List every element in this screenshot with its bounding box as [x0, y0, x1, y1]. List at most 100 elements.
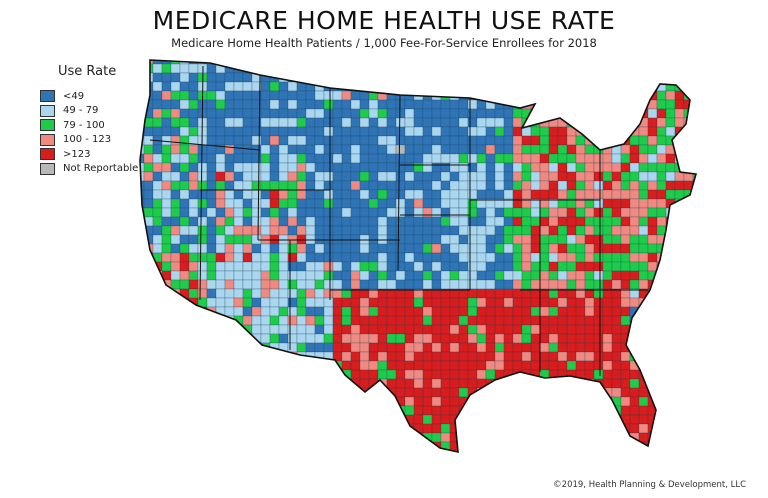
- county-cell: [287, 414, 298, 425]
- county-cell: [512, 315, 523, 326]
- county-cell: [458, 162, 469, 173]
- county-cell: [188, 351, 199, 362]
- county-cell: [647, 108, 658, 119]
- county-cell: [485, 324, 496, 335]
- county-cell: [647, 234, 658, 245]
- county-cell: [449, 306, 460, 317]
- county-cell: [206, 387, 217, 398]
- county-cell: [233, 360, 244, 371]
- county-cell: [629, 324, 640, 335]
- county-cell: [197, 207, 208, 218]
- county-cell: [188, 288, 199, 299]
- county-cell: [296, 108, 307, 119]
- county-cell: [557, 153, 568, 164]
- county-cell: [602, 450, 613, 452]
- county-cell: [422, 72, 433, 83]
- county-cell: [332, 126, 343, 137]
- county-cell: [350, 387, 361, 398]
- county-cell: [179, 144, 190, 155]
- county-cell: [140, 450, 145, 452]
- county-cell: [395, 189, 406, 200]
- county-cell: [539, 342, 550, 353]
- county-cell: [161, 333, 172, 344]
- county-cell: [152, 396, 163, 407]
- county-cell: [368, 189, 379, 200]
- county-cell: [683, 306, 694, 317]
- county-cell: [296, 135, 307, 146]
- county-cell: [341, 405, 352, 416]
- county-cell: [152, 90, 163, 101]
- county-cell: [161, 99, 172, 110]
- county-cell: [494, 90, 505, 101]
- county-cell: [539, 378, 550, 389]
- county-cell: [161, 252, 172, 263]
- us-outline: [139, 59, 698, 454]
- county-cell: [332, 135, 343, 146]
- county-cell: [512, 441, 523, 452]
- county-cell: [404, 333, 415, 344]
- county-cell: [206, 441, 217, 452]
- county-cell: [422, 333, 433, 344]
- county-cell: [521, 162, 532, 173]
- county-cell: [242, 189, 253, 200]
- county-cell: [350, 162, 361, 173]
- county-cell: [314, 252, 325, 263]
- county-cell: [665, 171, 676, 182]
- county-cell: [395, 450, 406, 452]
- county-cell: [161, 432, 172, 443]
- county-cell: [494, 225, 505, 236]
- county-cell: [620, 405, 631, 416]
- state-border: [257, 74, 261, 241]
- county-cell: [242, 99, 253, 110]
- county-cell: [692, 432, 696, 443]
- county-cell: [458, 414, 469, 425]
- county-cell: [269, 90, 280, 101]
- county-cell: [575, 396, 586, 407]
- county-cell: [665, 63, 676, 74]
- county-cell: [404, 63, 415, 74]
- county-cell: [692, 450, 696, 452]
- county-cell: [296, 153, 307, 164]
- county-cell: [485, 153, 496, 164]
- county-cell: [242, 198, 253, 209]
- county-cell: [140, 297, 145, 308]
- county-cell: [476, 369, 487, 380]
- county-cell: [359, 450, 370, 452]
- county-cell: [242, 90, 253, 101]
- county-cell: [656, 351, 667, 362]
- county-cell: [395, 225, 406, 236]
- county-cell: [377, 99, 388, 110]
- county-cell: [593, 63, 604, 74]
- county-cell: [323, 315, 334, 326]
- county-cell: [287, 342, 298, 353]
- county-cell: [341, 414, 352, 425]
- county-cell: [638, 333, 649, 344]
- county-cell: [458, 171, 469, 182]
- county-cell: [341, 243, 352, 254]
- county-cell: [260, 360, 271, 371]
- county-cell: [206, 423, 217, 434]
- county-cell: [179, 378, 190, 389]
- county-cell: [152, 378, 163, 389]
- county-cell: [323, 378, 334, 389]
- county-cell: [566, 63, 577, 74]
- county-cell: [458, 315, 469, 326]
- county-cell: [377, 180, 388, 191]
- county-cell: [530, 171, 541, 182]
- county-cell: [440, 189, 451, 200]
- county-cell: [404, 198, 415, 209]
- county-cell: [467, 405, 478, 416]
- county-cell: [278, 306, 289, 317]
- county-cell: [485, 306, 496, 317]
- county-cell: [278, 270, 289, 281]
- county-cell: [359, 369, 370, 380]
- county-cell: [152, 207, 163, 218]
- county-cell: [215, 441, 226, 452]
- county-cell: [431, 270, 442, 281]
- county-cell: [278, 171, 289, 182]
- county-cell: [494, 207, 505, 218]
- county-cell: [359, 270, 370, 281]
- county-cell: [530, 333, 541, 344]
- county-cell: [674, 405, 685, 416]
- county-cell: [638, 135, 649, 146]
